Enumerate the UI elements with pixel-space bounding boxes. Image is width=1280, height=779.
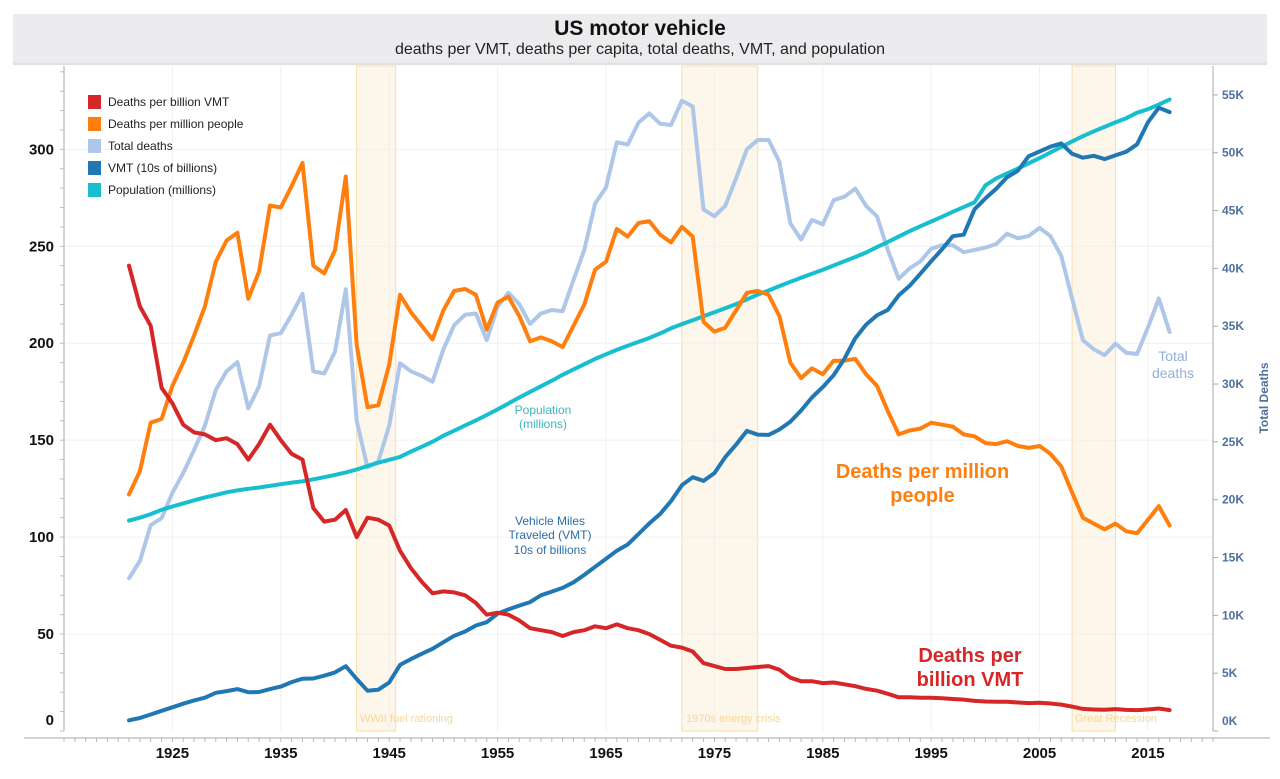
- y2-tick-label: 50K: [1222, 146, 1244, 160]
- y-tick-label: 50: [37, 626, 54, 643]
- legend-label: Total deaths: [108, 139, 173, 153]
- y2-tick-label: 55K: [1222, 88, 1244, 102]
- x-tick-label: 1935: [264, 745, 297, 762]
- legend-item-population[interactable]: Population (millions): [88, 179, 243, 201]
- legend-label: Deaths per million people: [108, 117, 244, 131]
- series-line-deaths-per-million-people: [127, 160, 1172, 536]
- highlight-band: [356, 65, 397, 732]
- series-line-deaths-per-billion-vmt: [127, 263, 1172, 713]
- legend-item-vmt[interactable]: VMT (10s of billions): [88, 157, 243, 179]
- y-tick-label: 100: [29, 529, 54, 546]
- chart-title: US motor vehicle: [554, 17, 726, 40]
- legend-label: VMT (10s of billions): [108, 161, 218, 175]
- y2-tick-label: 30K: [1222, 377, 1244, 391]
- annotation-deaths-per-vmt: Deaths per billion VMT: [916, 645, 1024, 691]
- y2-tick-label: 0K: [1222, 714, 1238, 728]
- highlight-band: [681, 65, 759, 732]
- legend-label: Deaths per billion VMT: [108, 95, 230, 109]
- band-label-wwii: WWII fuel rationing: [360, 713, 453, 725]
- annotation-vmt: Vehicle Miles Traveled (VMT) 10s of bill…: [508, 514, 592, 557]
- annotation-total-deaths: Total deaths: [1151, 348, 1195, 381]
- y2-tick-label: 35K: [1222, 319, 1244, 333]
- legend-item-deaths-per-million[interactable]: Deaths per million people: [88, 113, 243, 135]
- y2-tick-label: 20K: [1222, 493, 1244, 507]
- chart-subtitle: deaths per VMT, deaths per capita, total…: [394, 41, 886, 58]
- y2-tick-label: 10K: [1222, 608, 1244, 622]
- legend-item-deaths-per-vmt[interactable]: Deaths per billion VMT: [88, 91, 243, 113]
- x-tick-label: 2015: [1131, 745, 1164, 762]
- band-label-great-recession: Great Recession: [1075, 713, 1157, 725]
- y-tick-label: 0: [46, 712, 54, 729]
- highlight-band: [1071, 65, 1116, 732]
- y-tick-label: 250: [29, 238, 54, 255]
- x-tick-label: 1965: [589, 745, 622, 762]
- series-line-population-millions: [127, 97, 1172, 523]
- x-tick-label: 1925: [156, 745, 189, 762]
- legend-swatch: [88, 95, 101, 109]
- x-tick-label: 1985: [806, 745, 839, 762]
- legend-swatch: [88, 183, 101, 197]
- legend: Deaths per billion VMT Deaths per millio…: [88, 91, 243, 201]
- x-tick-label: 1975: [698, 745, 731, 762]
- series-line-total-deaths: [127, 98, 1172, 581]
- y-tick-label: 200: [29, 335, 54, 352]
- legend-swatch: [88, 139, 101, 153]
- y2-tick-label: 45K: [1222, 204, 1244, 218]
- x-tick-label: 1955: [481, 745, 514, 762]
- annotation-population: Population (millions): [514, 403, 572, 432]
- legend-item-total-deaths[interactable]: Total deaths: [88, 135, 243, 157]
- legend-swatch: [88, 161, 101, 175]
- x-tick-label: 1945: [373, 745, 406, 762]
- y-tick-label: 300: [29, 141, 54, 158]
- y-tick-label: 150: [29, 432, 54, 449]
- x-tick-label: 2005: [1023, 745, 1056, 762]
- legend-label: Population (millions): [108, 183, 217, 197]
- annotation-deaths-per-million: Deaths per million people: [835, 461, 1010, 507]
- y2-tick-label: 25K: [1222, 435, 1244, 449]
- chart-header: US motor vehicle deaths per VMT, deaths …: [13, 14, 1267, 65]
- legend-swatch: [88, 117, 101, 131]
- series-line-vmt-10s-of-billions: [127, 105, 1172, 723]
- y2-tick-label: 40K: [1222, 261, 1244, 275]
- y2-axis-title: Total Deaths: [1257, 362, 1271, 433]
- y2-tick-label: 15K: [1222, 551, 1244, 565]
- x-tick-label: 1995: [914, 745, 947, 762]
- band-label-energy-crisis: 1970s energy crisis: [686, 713, 781, 725]
- y2-tick-label: 5K: [1222, 666, 1238, 680]
